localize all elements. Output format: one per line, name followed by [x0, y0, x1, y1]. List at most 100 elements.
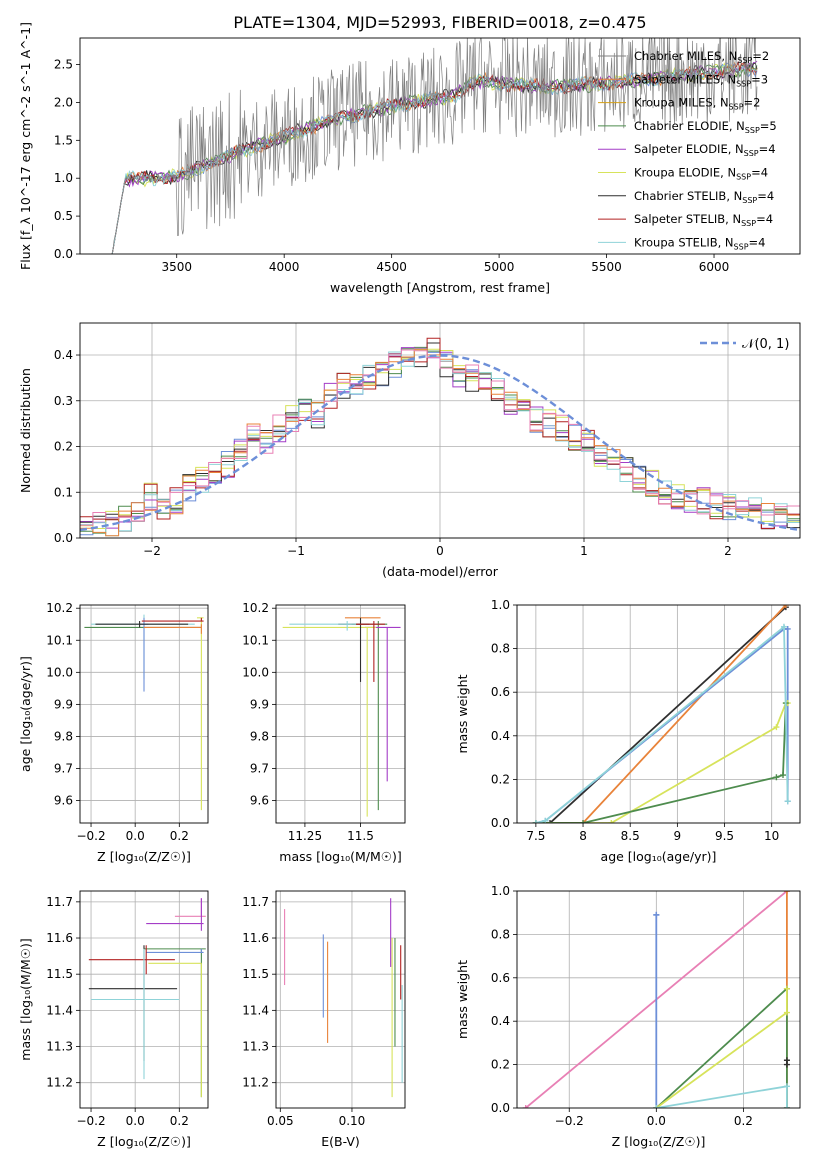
y-tick-label: 9.9: [250, 697, 269, 711]
y-tick-label: 0.8: [491, 642, 510, 656]
y-tick-label: 11.3: [242, 1040, 269, 1054]
x-tick-label: 0.2: [734, 1114, 753, 1128]
y-tick-label: 10.1: [46, 633, 73, 647]
legend-entry: Salpeter MILES, NSSP=3: [634, 72, 768, 88]
weight-marker: [784, 625, 791, 632]
y-tick-label: 11.2: [46, 1076, 73, 1090]
y-tick-label: 10.0: [242, 665, 269, 679]
x-tick-label: 8: [579, 829, 587, 843]
legend-value: =2: [752, 49, 769, 63]
y-tick-label: 0.6: [491, 685, 510, 699]
x-tick-label: 7.5: [526, 829, 545, 843]
legend-value: =4: [757, 189, 774, 203]
legend-subscript: SSP: [737, 56, 752, 65]
x-tick-label: 5500: [591, 260, 622, 274]
weight-marker: [608, 820, 615, 823]
legend-subscript: SSP: [736, 173, 751, 182]
y-tick-label: 0.0: [54, 247, 73, 261]
plot-area: [80, 337, 800, 538]
legend-subscript: SSP: [744, 149, 759, 158]
y-tick-label: 0.3: [54, 394, 73, 408]
axes-frame: [275, 890, 406, 1109]
y-tick-label: 9.8: [250, 729, 269, 743]
legend-value: =4: [751, 166, 768, 180]
legend-subscript: SSP: [745, 126, 760, 135]
y-tick-label: 9.6: [54, 794, 73, 808]
x-tick-label: 0.05: [267, 1114, 294, 1128]
legend-entry: 𝒩(0, 1): [742, 337, 789, 352]
histogram-series: [80, 348, 800, 538]
plot-area: [284, 898, 403, 1098]
legend-entry: Salpeter ELODIE, NSSP=4: [634, 142, 776, 158]
y-tick-label: 0.4: [491, 729, 510, 743]
y-tick-label: 10.1: [242, 633, 269, 647]
x-axis-label: mass [log₁₀(M/M☉)]: [279, 849, 401, 864]
y-tick-label: 9.7: [54, 762, 73, 776]
y-tick-label: 0.8: [491, 927, 510, 941]
legend-subscript: SSP: [741, 219, 756, 228]
legend-entry: Chabrier MILES, NSSP=2: [634, 49, 769, 65]
x-tick-label: 0.10: [339, 1114, 366, 1128]
chart-mass-vs-Z: −0.2 0.0 0.2 11.2 11.3 11.4 11.5 11.6 11.7 Z [log…: [18, 890, 209, 1149]
y-axis-label: mass [log₁₀(M/M☉)]: [18, 938, 33, 1060]
y-tick-label: 0.0: [491, 816, 510, 830]
y-tick-label: 0.5: [54, 209, 73, 223]
x-tick-label: 9: [674, 829, 682, 843]
legend-entry: Chabrier ELODIE, NSSP=5: [634, 119, 777, 135]
y-tick-label: 0.4: [491, 1014, 510, 1028]
y-axis-label: Flux [f_λ 10^-17 erg cm^-2 s^-1 A^-1]: [18, 22, 33, 270]
x-tick-label: 0.2: [170, 829, 189, 843]
y-tick-label: 11.5: [46, 967, 73, 981]
x-tick-label: −0.2: [555, 1114, 584, 1128]
legend-subscript: SSP: [734, 242, 749, 251]
y-tick-label: 11.6: [242, 931, 269, 945]
legend-entry: Salpeter STELIB, NSSP=4: [634, 212, 773, 228]
y-tick-label: 10.0: [46, 665, 73, 679]
weight-marker: [784, 798, 791, 805]
y-tick-label: 9.7: [250, 762, 269, 776]
weight-line: [535, 605, 787, 823]
weight-marker: [783, 1105, 790, 1108]
x-tick-label: −0.2: [76, 1114, 105, 1128]
y-tick-label: 10.2: [242, 601, 269, 615]
weight-marker: [780, 772, 787, 779]
weight-marker: [580, 820, 587, 823]
axes-frame: [79, 322, 801, 539]
weight-marker: [783, 1057, 790, 1064]
x-tick-label: 0.2: [170, 1114, 189, 1128]
y-axis-label: mass weight: [455, 674, 470, 753]
weight-marker: [532, 820, 539, 823]
weight-marker: [783, 1083, 790, 1090]
y-tick-label: 1.0: [54, 171, 73, 185]
normal-curve: [80, 354, 800, 532]
legend-entry: Kroupa ELODIE, NSSP=4: [634, 166, 768, 182]
x-tick-label: 11.25: [288, 829, 322, 843]
y-tick-label: 11.7: [46, 895, 73, 909]
y-tick-label: 0.2: [491, 1058, 510, 1072]
legend-value: =4: [759, 142, 776, 156]
y-axis-label: mass weight: [455, 960, 470, 1039]
axes-frame: [516, 604, 801, 824]
y-tick-label: 0.2: [54, 440, 73, 454]
legend-value: =4: [749, 235, 766, 249]
observed-spectrum-line: [112, 38, 758, 254]
y-tick-label: 9.6: [250, 794, 269, 808]
legend-subscript: SSP: [736, 79, 751, 88]
x-tick-label: 8.5: [621, 829, 640, 843]
legend-value: =4: [756, 212, 773, 226]
x-tick-label: 1: [580, 544, 588, 558]
y-tick-label: 0.0: [491, 1101, 510, 1115]
weight-marker: [773, 774, 780, 781]
legend-subscript: SSP: [742, 196, 757, 205]
x-tick-label: 11.5: [347, 829, 374, 843]
y-tick-label: 1.0: [491, 598, 510, 612]
y-axis-label: age [log₁₀(age/yr)]: [18, 656, 33, 772]
legend-value: =5: [760, 119, 777, 133]
y-tick-label: 1.0: [491, 884, 510, 898]
x-axis-label: Z [log₁₀(Z/Z☉)]: [97, 1134, 191, 1149]
weight-line: [535, 624, 789, 823]
y-tick-label: 11.2: [242, 1076, 269, 1090]
y-tick-label: 11.4: [242, 1003, 269, 1017]
legend-value: =2: [744, 96, 761, 110]
plot-area: [522, 891, 790, 1108]
